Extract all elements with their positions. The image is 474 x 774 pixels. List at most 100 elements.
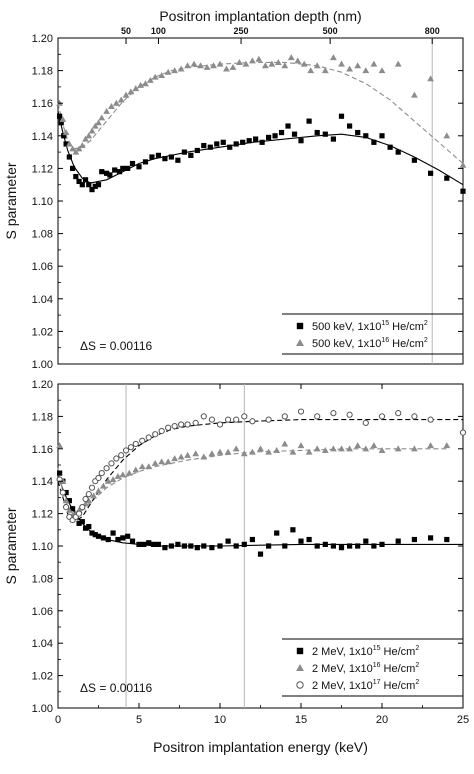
- bottom-data-point-2-mev-1x10-16-he-cm-2: [164, 458, 172, 465]
- bottom-panel: 1.00 1.02 1.04 1.06 1.08 1.10 1.12 1.14 1.16 1.18…: [3, 379, 469, 755]
- bottom-data-point-2-mev-1x10-17-he-cm-2: [127, 444, 134, 451]
- bottom-data-point-2-mev-1x10-16-he-cm-2: [394, 445, 402, 452]
- top-data-point-500-kev-1x10-15-he-cm-2: [387, 144, 393, 150]
- top-data-point-500-kev-1x10-16-he-cm-2: [354, 62, 362, 69]
- bottom-data-point-2-mev-1x10-17-he-cm-2: [171, 423, 178, 430]
- bottom-data-point-2-mev-1x10-16-he-cm-2: [370, 442, 378, 449]
- bottom-data-point-2-mev-1x10-16-he-cm-2: [257, 445, 264, 452]
- top-data-point-500-kev-1x10-15-he-cm-2: [278, 129, 285, 136]
- bottom-data-point-2-mev-1x10-16-he-cm-2: [208, 450, 216, 457]
- bottom-legend-entry: 2 MeV, 1x1015 He/cm2: [296, 645, 419, 658]
- bottom-data-point-2-mev-1x10-15-he-cm-2: [136, 541, 142, 547]
- bottom-data-point-2-mev-1x10-15-he-cm-2: [338, 545, 345, 551]
- top-data-point-500-kev-1x10-16-he-cm-2: [274, 59, 282, 65]
- bottom-data-point-2-mev-1x10-16-he-cm-2: [443, 442, 451, 449]
- depth-tick-label: 100: [151, 26, 166, 36]
- bottom-data-point-2-mev-1x10-16-he-cm-2: [90, 492, 98, 499]
- bottom-legend: 2 MeV, 1x1015 He/cm2 2 MeV, 1x1016 He/cm2 2 …: [282, 638, 463, 697]
- bottom-data-point-2-mev-1x10-16-he-cm-2: [184, 451, 191, 458]
- top-data-point-500-kev-1x10-15-he-cm-2: [379, 133, 385, 139]
- top-data-point-500-kev-1x10-16-he-cm-2: [268, 60, 276, 67]
- bottom-data-point-2-mev-1x10-16-he-cm-2: [158, 458, 166, 465]
- bottom-data-point-2-mev-1x10-17-he-cm-2: [330, 410, 337, 417]
- bottom-data-point-2-mev-1x10-15-he-cm-2: [306, 536, 312, 543]
- bottom-y-tick-label: 1.10: [32, 541, 53, 553]
- bottom-data-point-2-mev-1x10-17-he-cm-2: [108, 460, 115, 467]
- depth-tick-label: 250: [234, 26, 249, 36]
- top-data-point-500-kev-1x10-15-he-cm-2: [69, 165, 76, 171]
- bottom-data-point-2-mev-1x10-17-he-cm-2: [216, 421, 224, 428]
- top-data-point-500-kev-1x10-16-he-cm-2: [177, 65, 185, 72]
- bottom-data-point-2-mev-1x10-17-he-cm-2: [241, 413, 248, 420]
- top-data-point-500-kev-1x10-16-he-cm-2: [281, 62, 289, 69]
- bottom-data-point-2-mev-1x10-16-he-cm-2: [427, 442, 434, 449]
- top-data-point-500-kev-1x10-16-he-cm-2: [59, 116, 67, 123]
- top-y-axis: 1.00 1.02 1.04 1.06 1.08 1.10 1.12 1.14 1.16 1.18…: [32, 33, 463, 371]
- bottom-legend-marker: [296, 664, 304, 671]
- top-data-point-500-kev-1x10-16-he-cm-2: [65, 140, 73, 147]
- bottom-legend-marker: [296, 681, 304, 689]
- top-series-500-kev-1x10-16-he-cm-2: [56, 54, 467, 168]
- bottom-data-point-2-mev-1x10-16-he-cm-2: [321, 447, 329, 453]
- top-data-point-500-kev-1x10-16-he-cm-2: [184, 62, 191, 69]
- top-data-point-500-kev-1x10-15-he-cm-2: [136, 164, 142, 170]
- bottom-data-point-2-mev-1x10-16-he-cm-2: [273, 447, 281, 453]
- top-data-point-500-kev-1x10-16-he-cm-2: [164, 68, 172, 75]
- top-data-point-500-kev-1x10-16-he-cm-2: [117, 96, 125, 103]
- bottom-series-2-mev-1x10-15-he-cm-2: [57, 470, 450, 557]
- top-data-point-500-kev-1x10-16-he-cm-2: [255, 55, 263, 62]
- top-y-tick-label: 1.12: [32, 163, 53, 175]
- top-data-point-500-kev-1x10-16-he-cm-2: [307, 67, 315, 74]
- bottom-data-point-2-mev-1x10-16-he-cm-2: [177, 453, 185, 460]
- bottom-data-point-2-mev-1x10-15-he-cm-2: [201, 543, 207, 549]
- top-data-point-500-kev-1x10-15-he-cm-2: [298, 138, 304, 144]
- bottom-data-point-2-mev-1x10-17-he-cm-2: [314, 413, 321, 420]
- bottom-plot-frame: [57, 383, 464, 709]
- bottom-data-point-2-mev-1x10-17-he-cm-2: [98, 470, 105, 477]
- bottom-data-point-2-mev-1x10-15-he-cm-2: [57, 470, 63, 476]
- x-tick-label: 15: [295, 714, 307, 726]
- top-data-point-500-kev-1x10-15-he-cm-2: [253, 136, 259, 142]
- bottom-data-point-2-mev-1x10-15-he-cm-2: [86, 523, 92, 530]
- top-data-point-500-kev-1x10-16-he-cm-2: [236, 59, 243, 65]
- bottom-data-point-2-mev-1x10-16-he-cm-2: [119, 471, 127, 478]
- bottom-legend-marker: [296, 647, 304, 655]
- bottom-data-point-2-mev-1x10-16-he-cm-2: [56, 442, 64, 449]
- top-data-point-500-kev-1x10-15-he-cm-2: [259, 139, 265, 145]
- top-data-point-500-kev-1x10-15-he-cm-2: [66, 154, 72, 160]
- bottom-data-point-2-mev-1x10-15-he-cm-2: [141, 541, 147, 547]
- top-data-point-500-kev-1x10-16-he-cm-2: [88, 127, 96, 134]
- bottom-data-point-2-mev-1x10-15-he-cm-2: [363, 538, 369, 544]
- bottom-data-point-2-mev-1x10-17-he-cm-2: [427, 416, 434, 423]
- depth-tick-label: 50: [121, 26, 131, 36]
- bottom-data-point-2-mev-1x10-17-he-cm-2: [59, 489, 66, 496]
- top-data-point-500-kev-1x10-16-he-cm-2: [313, 62, 321, 69]
- top-data-point-500-kev-1x10-15-he-cm-2: [116, 169, 123, 175]
- top-data-point-500-kev-1x10-15-he-cm-2: [371, 139, 377, 145]
- bottom-data-point-2-mev-1x10-16-he-cm-2: [95, 487, 102, 494]
- bottom-data-point-2-mev-1x10-16-he-cm-2: [99, 482, 107, 489]
- top-data-point-500-kev-1x10-16-he-cm-2: [321, 67, 329, 74]
- top-data-point-500-kev-1x10-15-he-cm-2: [285, 123, 291, 129]
- top-data-point-500-kev-1x10-15-he-cm-2: [120, 165, 126, 171]
- top-data-point-500-kev-1x10-15-he-cm-2: [194, 147, 200, 154]
- top-data-point-500-kev-1x10-15-he-cm-2: [428, 170, 434, 176]
- top-data-point-500-kev-1x10-16-he-cm-2: [330, 54, 337, 61]
- top-data-point-500-kev-1x10-15-he-cm-2: [95, 182, 102, 188]
- bottom-data-point-2-mev-1x10-17-he-cm-2: [233, 416, 240, 423]
- bottom-data-point-2-mev-1x10-17-he-cm-2: [75, 510, 83, 517]
- top-data-point-500-kev-1x10-15-he-cm-2: [61, 133, 67, 139]
- top-data-point-500-kev-1x10-15-he-cm-2: [322, 131, 328, 137]
- top-data-point-500-kev-1x10-16-he-cm-2: [216, 60, 224, 67]
- top-y-tick-label: 1.20: [32, 33, 53, 45]
- top-data-point-500-kev-1x10-16-he-cm-2: [394, 60, 402, 67]
- top-legend-marker: [296, 339, 304, 346]
- bottom-data-point-2-mev-1x10-15-he-cm-2: [257, 551, 264, 557]
- bottom-y-tick-label: 1.20: [32, 379, 53, 391]
- bottom-data-point-2-mev-1x10-15-he-cm-2: [209, 545, 215, 551]
- bottom-data-point-2-mev-1x10-15-he-cm-2: [266, 543, 272, 549]
- bottom-data-point-2-mev-1x10-17-he-cm-2: [184, 421, 191, 428]
- top-data-point-500-kev-1x10-16-he-cm-2: [261, 62, 269, 69]
- bottom-data-point-2-mev-1x10-15-he-cm-2: [95, 533, 102, 539]
